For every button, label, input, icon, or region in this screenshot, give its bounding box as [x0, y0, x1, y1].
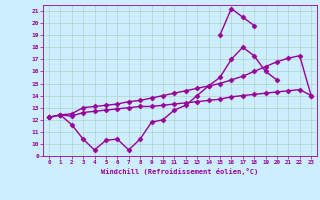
X-axis label: Windchill (Refroidissement éolien,°C): Windchill (Refroidissement éolien,°C) — [101, 168, 259, 175]
